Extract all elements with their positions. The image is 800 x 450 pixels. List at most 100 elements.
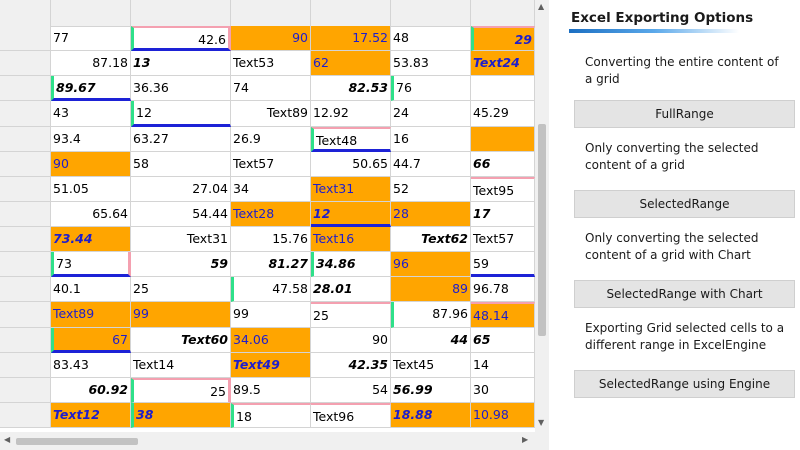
grid-cell[interactable]: 62 <box>311 51 391 76</box>
grid-cell[interactable]: 25 <box>131 378 231 403</box>
scroll-left-icon[interactable]: ◀ <box>4 435 11 444</box>
grid-cell[interactable]: 96.78 <box>471 277 535 302</box>
column-header-cell[interactable] <box>131 0 231 26</box>
row-header-cell[interactable] <box>0 152 51 177</box>
grid-cell[interactable]: 30 <box>471 378 535 403</box>
grid-cell[interactable]: 74 <box>231 76 311 101</box>
grid-cell[interactable]: 83.43 <box>51 353 131 378</box>
grid-cell[interactable]: 44.7 <box>391 152 471 177</box>
grid-cell[interactable]: Text45 <box>391 353 471 378</box>
grid-cell[interactable]: Text16 <box>311 227 391 252</box>
grid-cell[interactable]: 16 <box>391 127 471 152</box>
row-header-cell[interactable] <box>0 76 51 101</box>
grid-cell[interactable]: 89 <box>391 277 471 302</box>
grid-cell[interactable]: 13 <box>131 51 231 76</box>
grid-cell[interactable]: Text89 <box>231 101 311 127</box>
full-range-button[interactable]: FullRange <box>574 100 795 128</box>
grid-cell[interactable]: 87.18 <box>51 51 131 76</box>
grid-cell[interactable]: 48.14 <box>471 302 535 328</box>
grid-cell[interactable]: 59 <box>471 252 535 277</box>
grid-cell[interactable]: 90 <box>231 26 311 51</box>
scroll-down-icon[interactable]: ▼ <box>538 418 545 427</box>
row-header-cell[interactable] <box>0 403 51 428</box>
grid-cell[interactable]: 63.27 <box>131 127 231 152</box>
vertical-scrollbar[interactable]: ▲ ▼ <box>535 0 549 432</box>
grid-cell[interactable]: 47.58 <box>231 277 311 302</box>
grid-cell[interactable]: 56.99 <box>391 378 471 403</box>
data-grid[interactable]: 77 42.6 90 17.52 48 29 87.18 13 Text53 62 53.83 Tex… <box>0 0 535 432</box>
grid-cell[interactable]: 65.64 <box>51 202 131 227</box>
row-header-cell[interactable] <box>0 328 51 353</box>
grid-cell[interactable]: 82.53 <box>311 76 391 101</box>
grid-cell[interactable]: 99 <box>231 302 311 328</box>
grid-cell[interactable]: 89.67 <box>51 76 131 101</box>
row-header-cell[interactable] <box>0 353 51 378</box>
grid-cell[interactable]: 77 <box>51 26 131 51</box>
row-header-cell[interactable] <box>0 101 51 127</box>
grid-cell[interactable]: 28 <box>391 202 471 227</box>
grid-cell[interactable]: Text57 <box>471 227 535 252</box>
grid-cell[interactable]: 44 <box>391 328 471 353</box>
column-header-cell[interactable] <box>471 0 535 26</box>
selected-range-engine-button[interactable]: SelectedRange using Engine <box>574 370 795 398</box>
grid-cell[interactable]: 81.27 <box>231 252 311 277</box>
row-header-cell[interactable] <box>0 26 51 51</box>
grid-cell[interactable]: 48 <box>391 26 471 51</box>
grid-cell[interactable]: 24 <box>391 101 471 127</box>
grid-cell[interactable]: 96 <box>391 252 471 277</box>
row-header-cell[interactable] <box>0 227 51 252</box>
grid-cell[interactable]: 34.86 <box>311 252 391 277</box>
grid-cell[interactable]: 26.9 <box>231 127 311 152</box>
grid-cell[interactable]: 34 <box>231 177 311 202</box>
grid-cell[interactable]: 15.76 <box>231 227 311 252</box>
row-header-cell[interactable] <box>0 127 51 152</box>
grid-cell[interactable]: 59 <box>131 252 231 277</box>
column-header-cell[interactable] <box>231 0 311 26</box>
grid-cell[interactable]: Text53 <box>231 51 311 76</box>
grid-cell[interactable]: 40.1 <box>51 277 131 302</box>
grid-cell[interactable]: 66 <box>471 152 535 177</box>
grid-cell[interactable]: 51.05 <box>51 177 131 202</box>
grid-corner-cell[interactable] <box>0 0 51 26</box>
grid-cell[interactable]: 29 <box>471 26 535 51</box>
grid-cell[interactable]: 43 <box>51 101 131 127</box>
scroll-up-icon[interactable]: ▲ <box>538 2 545 11</box>
row-header-cell[interactable] <box>0 378 51 403</box>
grid-cell[interactable] <box>471 76 535 101</box>
grid-cell[interactable]: Text95 <box>471 177 535 202</box>
grid-cell[interactable]: 12 <box>131 101 231 127</box>
grid-cell[interactable]: 87.96 <box>391 302 471 328</box>
grid-cell[interactable]: 93.4 <box>51 127 131 152</box>
grid-cell[interactable]: 42.6 <box>131 26 231 51</box>
selected-range-button[interactable]: SelectedRange <box>574 190 795 218</box>
row-header-cell[interactable] <box>0 51 51 76</box>
grid-cell[interactable]: 27.04 <box>131 177 231 202</box>
column-header-cell[interactable] <box>51 0 131 26</box>
grid-cell[interactable]: 53.83 <box>391 51 471 76</box>
grid-cell[interactable]: 42.35 <box>311 353 391 378</box>
grid-cell[interactable]: Text31 <box>311 177 391 202</box>
grid-cell[interactable]: Text24 <box>471 51 535 76</box>
grid-cell[interactable]: Text62 <box>391 227 471 252</box>
grid-cell[interactable]: 14 <box>471 353 535 378</box>
grid-cell[interactable]: Text31 <box>131 227 231 252</box>
row-header-cell[interactable] <box>0 177 51 202</box>
grid-cell[interactable]: 36.36 <box>131 76 231 101</box>
grid-cell[interactable]: Text12 <box>51 403 131 428</box>
grid-cell[interactable]: 99 <box>131 302 231 328</box>
grid-cell[interactable]: 60.92 <box>51 378 131 403</box>
row-header-cell[interactable] <box>0 302 51 328</box>
horizontal-scrollbar[interactable]: ◀ ▶ <box>0 432 535 450</box>
grid-cell[interactable]: 67 <box>51 328 131 353</box>
grid-cell[interactable]: 73.44 <box>51 227 131 252</box>
grid-cell[interactable]: Text48 <box>311 127 391 152</box>
grid-cell[interactable]: 50.65 <box>311 152 391 177</box>
grid-cell[interactable]: 52 <box>391 177 471 202</box>
grid-cell[interactable]: Text49 <box>231 353 311 378</box>
grid-cell[interactable]: 90 <box>51 152 131 177</box>
row-header-cell[interactable] <box>0 277 51 302</box>
grid-cell[interactable]: 58 <box>131 152 231 177</box>
grid-cell[interactable]: 65 <box>471 328 535 353</box>
grid-cell[interactable]: 25 <box>131 277 231 302</box>
grid-cell[interactable]: 54 <box>311 378 391 403</box>
